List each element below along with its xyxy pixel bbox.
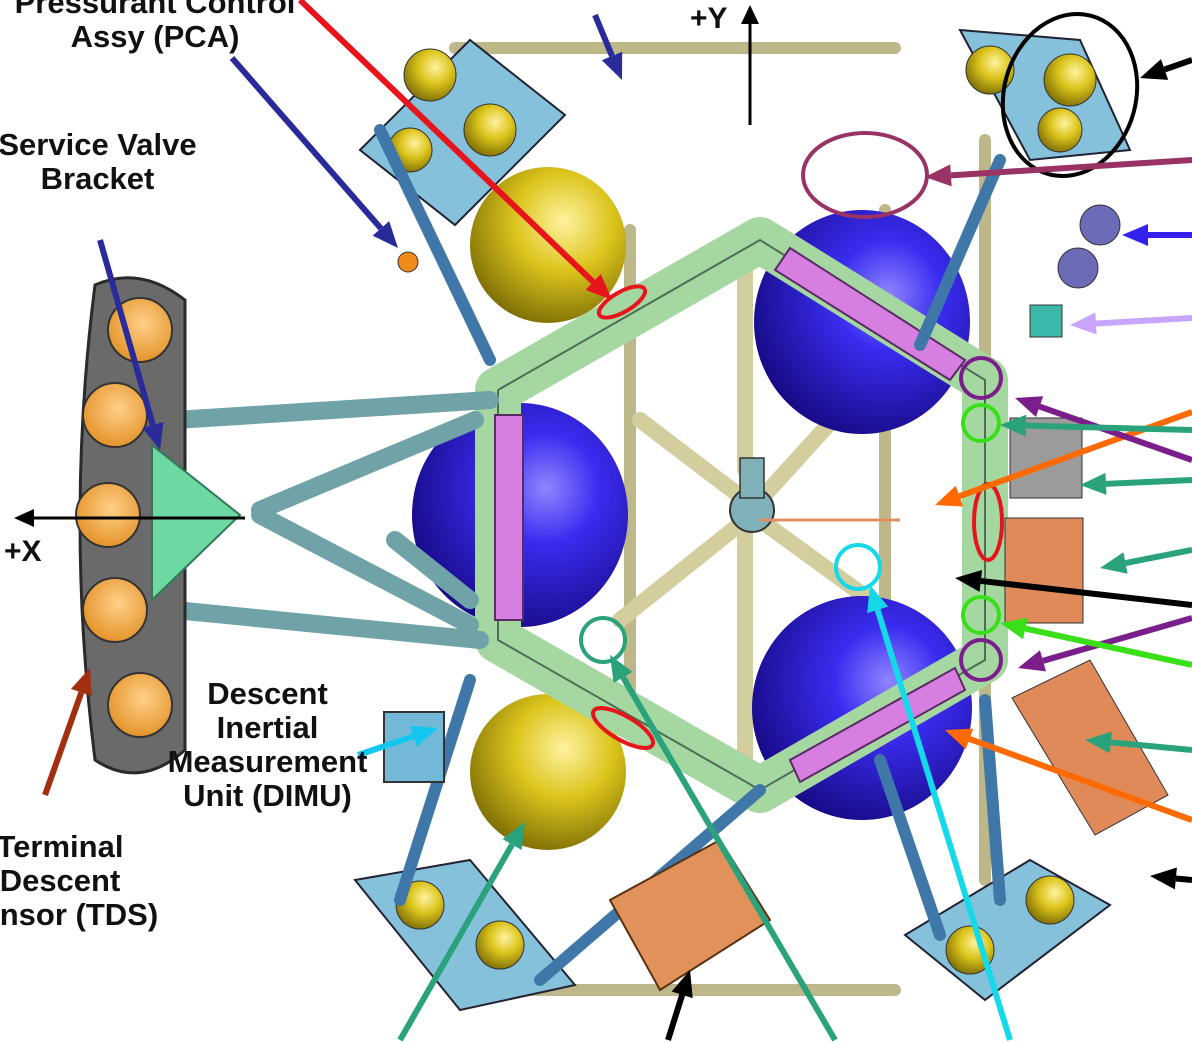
callout-arrow-black-bottom [1175, 875, 1192, 883]
callout-arrowhead-teal-2 [1080, 472, 1107, 495]
thruster-pod [353, 858, 577, 1012]
callout-arrowhead-pca-valve [372, 221, 398, 248]
orange-harness-unit [608, 838, 772, 992]
callout-arrowhead-black-top [1140, 59, 1169, 80]
callout-arrowhead-teal-3 [1100, 552, 1128, 574]
callout-arrow-service-valve-bracket [97, 239, 156, 426]
callout-arrowhead-green-lower [1000, 617, 1028, 640]
callout-arrowhead-service-valve-bracket [142, 421, 164, 450]
orange-box [1011, 659, 1169, 836]
label-tds: Terminal Descent Sensor (TDS) [0, 829, 159, 933]
callout-arrowhead-black-bottom [1150, 867, 1177, 890]
highlight-red [590, 706, 656, 750]
tds-assembly [75, 276, 242, 775]
callout-arrow-teal-2 [1105, 477, 1192, 487]
callout-arrows [42, 0, 1192, 1042]
pod-struts [374, 124, 1006, 986]
callout-arrow-pressurant-tank-lower [397, 843, 515, 1042]
callout-arrow-pca [297, 0, 596, 285]
callout-arrowhead-teal-4 [1085, 731, 1112, 754]
callout-arrowhead-dimu [409, 725, 438, 747]
callout-arrowhead-pca [585, 274, 612, 300]
pink-panel [788, 666, 967, 784]
callout-arrowhead-black-middle [955, 570, 983, 592]
callout-arrowhead-orange-upper [935, 485, 964, 507]
tds-struts [166, 391, 499, 649]
axis-label-x: +X [4, 535, 42, 568]
x-axis-arrow [14, 509, 245, 527]
callout-arrow-teal-4 [1110, 739, 1192, 753]
pressurant-tank [470, 167, 626, 323]
center-node [729, 457, 900, 533]
highlight-cyan [834, 543, 882, 591]
label-dimu: Descent Inertial Measurement Unit (DIMU) [167, 676, 368, 814]
highlight-black [1000, 11, 1140, 179]
service-valve [397, 251, 419, 273]
callout-arrowhead-bottom-teal [610, 655, 633, 683]
callout-arrow-black-top [1163, 57, 1192, 73]
pressurant-tank [470, 694, 626, 850]
axis-label-y: +Y [690, 2, 728, 35]
highlight-purple [959, 356, 1003, 400]
small-tank [1057, 247, 1099, 289]
highlight-red [596, 284, 648, 320]
callout-arrow-bottom-teal [620, 675, 838, 1042]
dimu-box [383, 711, 445, 783]
highlight-green [961, 595, 1001, 635]
highlight-teal [579, 616, 627, 664]
callout-arrow-small-unit [1095, 315, 1192, 327]
callout-arrowhead-pca-top [601, 51, 623, 80]
callout-arrow-purple-upper [1038, 403, 1192, 463]
y-axis-arrow [741, 5, 759, 125]
callout-arrow-plum-component [950, 157, 1192, 179]
callout-arrow-black-middle [980, 577, 1192, 608]
callout-arrow-orange-lower [968, 736, 1192, 823]
callout-arrowhead-orange-lower [945, 728, 974, 750]
label-service-valve-bracket: Service Valve Bracket [0, 127, 197, 197]
callout-arrow-pca-top [592, 13, 615, 58]
highlight-purple [959, 638, 1003, 682]
callout-arrow-dimu [357, 733, 415, 758]
callout-arrowhead-teal-1 [1000, 414, 1027, 437]
callout-arrowhead-plum-component [925, 164, 952, 187]
small-tank [1079, 204, 1121, 246]
callout-arrow-teal-3 [1124, 547, 1192, 566]
thruster-pod [358, 38, 567, 227]
small-unit [1029, 304, 1063, 338]
highlight-plum [801, 131, 929, 219]
callout-arrowhead-small-unit [1070, 312, 1097, 335]
callout-arrowhead-small-tanks [1122, 224, 1148, 246]
callout-arrowhead-harness [671, 970, 693, 999]
callout-arrowhead-cyan-node [867, 585, 889, 614]
callout-arrow-green-lower [1024, 625, 1192, 668]
label-pca: Pressurant Control Assy (PCA) [14, 0, 296, 55]
callout-arrow-pca-valve [229, 56, 384, 231]
thruster-pod [958, 28, 1132, 162]
callout-arrow-purple-lower [1042, 615, 1192, 664]
callout-arrowhead-purple-upper [1015, 396, 1044, 417]
callout-arrowhead-purple-lower [1018, 650, 1047, 672]
highlight-green [961, 403, 1001, 443]
callout-arrowhead-pressurant-tank-lower [502, 822, 525, 851]
pink-panel [494, 414, 524, 621]
thruster-pod [903, 858, 1112, 1002]
callout-arrow-tds [42, 691, 85, 797]
callout-arrow-harness [665, 993, 686, 1041]
callout-arrow-cyan-node [874, 608, 1013, 1041]
callout-arrow-teal-1 [1025, 422, 1192, 433]
callout-arrowhead-tds [70, 668, 92, 697]
orange-box [1004, 517, 1084, 624]
